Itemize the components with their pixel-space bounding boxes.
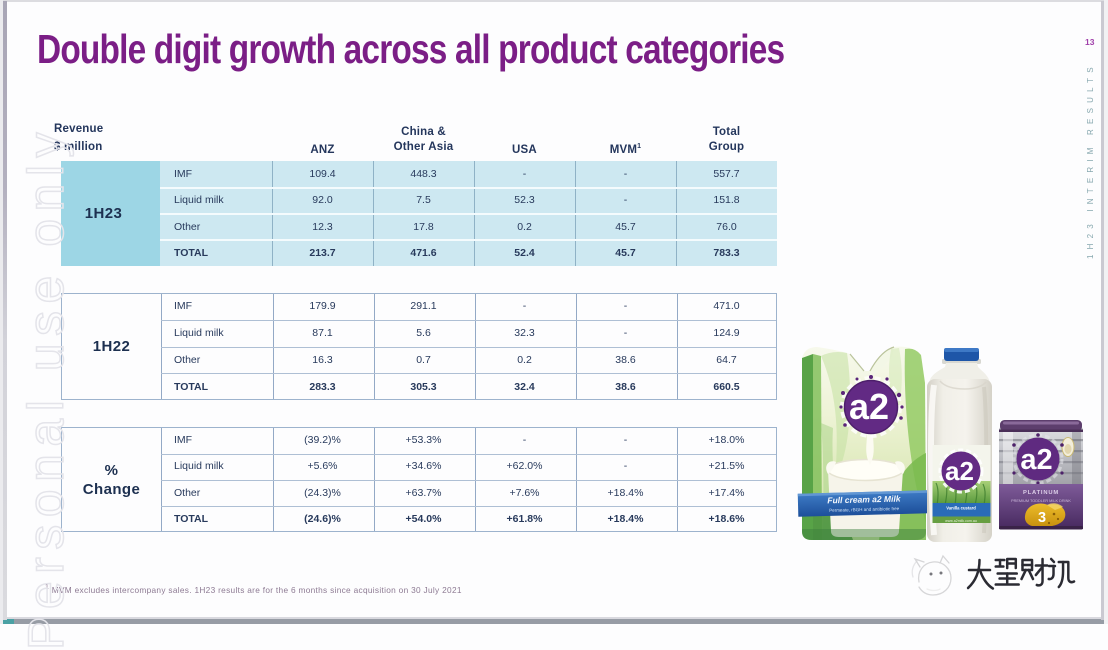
svg-text:Full cream a2 Milk: Full cream a2 Milk [827,493,902,505]
svg-text:a2: a2 [849,386,889,427]
svg-text:PLATINUM: PLATINUM [1023,490,1059,496]
svg-text:www.a2milk.com.au: www.a2milk.com.au [945,519,977,523]
svg-text:3: 3 [1038,510,1046,526]
svg-text:PREMIUM TODDLER MILK DRINK: PREMIUM TODDLER MILK DRINK [1011,499,1071,503]
svg-text:a2: a2 [1020,444,1052,476]
svg-text:a2: a2 [945,456,974,486]
svg-text:Vanilla custard: Vanilla custard [946,506,976,511]
svg-text:Permeate, rBGH and antibiotic: Permeate, rBGH and antibiotic free [829,506,900,513]
